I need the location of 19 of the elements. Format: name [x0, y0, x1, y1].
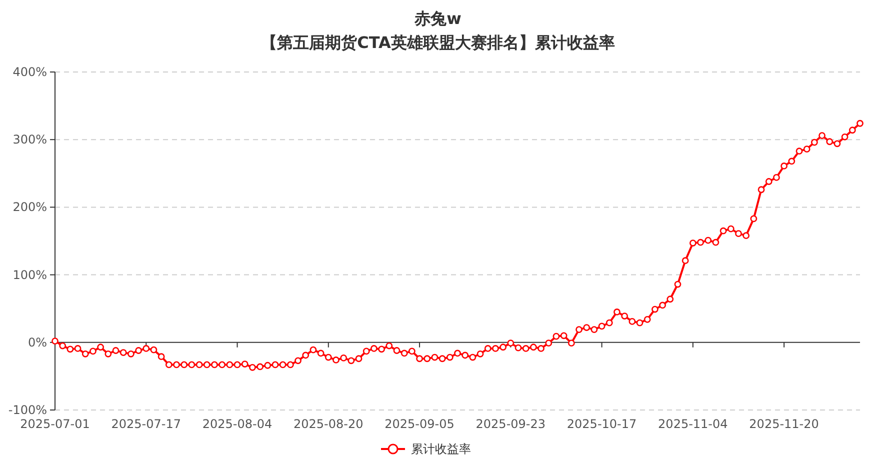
- x-tick-label: 2025-09-23: [476, 417, 546, 431]
- x-tick-label: 2025-08-20: [294, 417, 364, 431]
- x-tick-label: 2025-07-17: [111, 417, 182, 431]
- y-tick-label: 400%: [12, 65, 47, 79]
- y-tick-label: 0%: [28, 335, 47, 350]
- x-tick-label: 2025-11-20: [749, 417, 819, 431]
- chart-title: 赤兔w: [414, 9, 462, 28]
- y-tick-label: 300%: [12, 132, 47, 147]
- y-tick-label: 200%: [12, 200, 47, 214]
- x-tick-label: 2025-09-05: [384, 417, 454, 431]
- legend-item: 累计收益率: [381, 442, 471, 456]
- x-tick-label: 2025-11-04: [658, 417, 728, 431]
- x-tick-label: 2025-08-04: [202, 417, 272, 431]
- x-tick-label: 2025-10-17: [566, 417, 637, 431]
- legend-label: 累计收益率: [411, 442, 471, 456]
- y-tick-label: -100%: [8, 403, 47, 417]
- y-tick-label: 100%: [12, 268, 47, 282]
- chart-subtitle: 【第五届期货CTA英雄联盟大赛排名】累计收益率: [261, 33, 615, 52]
- x-tick-label: 2025-07-01: [20, 417, 90, 431]
